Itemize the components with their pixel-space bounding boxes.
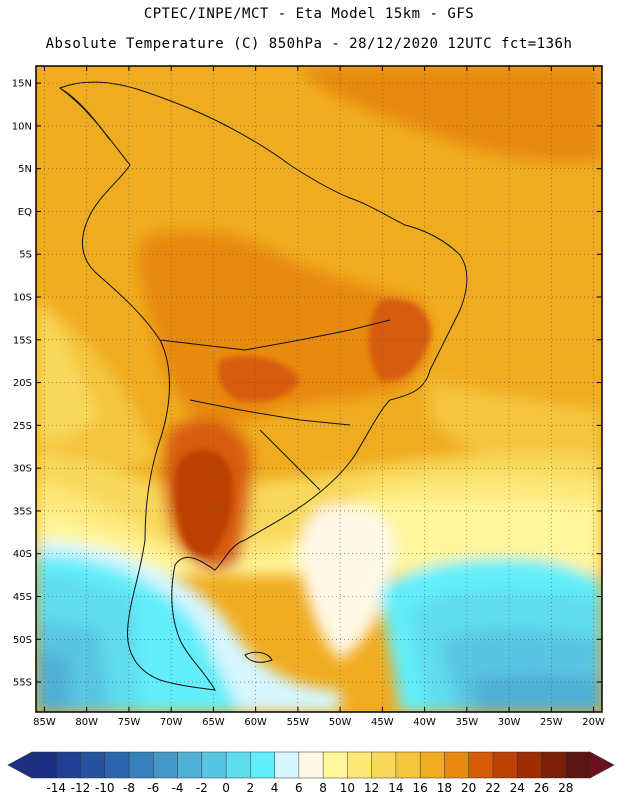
lat-tick-label: 15S <box>13 335 32 346</box>
colorbar-label: 18 <box>437 781 452 795</box>
field-zone-24-core <box>174 449 233 556</box>
lat-tick-label: 10S <box>13 293 32 304</box>
colorbar-label: -8 <box>123 781 135 795</box>
lon-tick-label: 75W <box>118 717 141 728</box>
colorbar-swatch <box>395 751 421 779</box>
colorbar-swatch <box>128 751 154 779</box>
colorbar: -14 -12 -10 -8 -6 -4 -2 0 2 4 6 8 10 12 14 16 18 20 22 24 26… <box>7 751 615 795</box>
field-zone-m2-se <box>470 673 602 712</box>
lat-tick-label: 5N <box>18 164 32 175</box>
colorbar-swatch <box>444 751 470 779</box>
colorbar-swatch <box>153 751 179 779</box>
lat-tick-label: 5S <box>19 250 32 261</box>
lon-tick-label: 45W <box>371 717 394 728</box>
lon-tick-label: 20W <box>582 717 605 728</box>
lon-tick-label: 65W <box>202 717 225 728</box>
map-title-line2: Absolute Temperature (C) 850hPa - 28/12/… <box>45 36 573 52</box>
lat-tick-label: 35S <box>13 506 32 517</box>
colorbar-label: 12 <box>364 781 379 795</box>
lat-tick-label: 50S <box>13 635 32 646</box>
colorbar-swatch <box>468 751 494 779</box>
colorbar-swatch <box>322 751 349 779</box>
colorbar-label: 24 <box>510 781 525 795</box>
colorbar-swatch <box>347 751 373 779</box>
south-america-outline <box>58 81 468 691</box>
colorbar-label: 8 <box>319 781 327 795</box>
colorbar-label: 26 <box>534 781 549 795</box>
lat-tick-label: 55S <box>13 678 32 689</box>
colorbar-label: 10 <box>340 781 355 795</box>
border-south <box>259 429 321 491</box>
lon-tick-label: 25W <box>540 717 563 728</box>
colorbar-swatch <box>225 751 251 779</box>
field-zone-20-land <box>138 229 431 425</box>
colorbar-swatch <box>104 751 130 779</box>
colorbar-over-arrow <box>589 751 615 779</box>
lon-tick-label: 70W <box>160 717 183 728</box>
lon-tick-label: 60W <box>244 717 267 728</box>
colorbar-label: -10 <box>95 781 115 795</box>
field-zone-16-atlantic <box>430 380 602 470</box>
field-zone-m2-sw <box>36 650 70 712</box>
colorbar-swatch <box>541 751 567 779</box>
lon-tick-label: 80W <box>75 717 98 728</box>
colorbar-swatch <box>201 751 227 779</box>
map-title-line1: CPTEC/INPE/MCT - Eta Model 15km - GFS <box>143 6 475 22</box>
colorbar-swatch <box>80 751 106 779</box>
field-zone-14-pacific <box>36 300 100 440</box>
colorbar-under-arrow <box>7 751 33 779</box>
falklands-outline <box>244 651 273 663</box>
field-zone-20-atlantic <box>300 66 602 163</box>
colorbar-label: -4 <box>172 781 184 795</box>
central-america-outline <box>59 87 111 141</box>
colorbar-label: -6 <box>147 781 159 795</box>
colorbar-label: 2 <box>247 781 255 795</box>
lat-tick-label: 15N <box>12 79 32 90</box>
colorbar-swatch <box>371 751 397 779</box>
lon-tick-label: 35W <box>456 717 479 728</box>
colorbar-swatch <box>31 751 57 779</box>
field-zone-22-chaco <box>218 356 300 402</box>
lat-tick-label: 20S <box>13 378 32 389</box>
colorbar-swatch <box>565 751 591 779</box>
axis-ticks: 15N 10N 5N EQ 5S 10S 15S 20S 25S 30S 35S 40S 45S 50S 5… <box>12 66 605 728</box>
lon-tick-label: 40W <box>413 717 436 728</box>
lon-tick-label: 85W <box>33 717 56 728</box>
border-center <box>189 399 351 426</box>
colorbar-label: -2 <box>196 781 208 795</box>
temperature-field <box>36 66 602 712</box>
colorbar-swatch <box>250 751 276 779</box>
colorbar-swatch <box>298 751 324 779</box>
map-frame <box>35 65 603 713</box>
lat-tick-label: 30S <box>13 464 32 475</box>
colorbar-label: 22 <box>485 781 500 795</box>
lat-tick-label: 40S <box>13 549 32 560</box>
colorbar-label: 4 <box>271 781 279 795</box>
colorbar-label: 28 <box>558 781 573 795</box>
lat-tick-label: 10N <box>12 121 32 132</box>
colorbar-label: 16 <box>413 781 428 795</box>
field-zone-8-plume <box>300 505 396 660</box>
lon-tick-label: 30W <box>498 717 521 728</box>
colorbar-swatch <box>516 751 543 779</box>
field-zone-22-brazil <box>368 299 431 381</box>
colorbar-swatch <box>274 751 300 779</box>
colorbar-label: 0 <box>222 781 230 795</box>
colorbar-swatch <box>492 751 518 779</box>
colorbar-swatch <box>56 751 82 779</box>
colorbar-label: 14 <box>388 781 403 795</box>
colorbar-swatch <box>419 751 446 779</box>
lon-tick-label: 50W <box>329 717 352 728</box>
colorbar-label: 20 <box>461 781 476 795</box>
colorbar-label: -12 <box>71 781 91 795</box>
lon-tick-label: 55W <box>287 717 310 728</box>
lat-tick-label: 25S <box>13 421 32 432</box>
colorbar-label: -14 <box>46 781 66 795</box>
colorbar-swatch <box>177 751 203 779</box>
colorbar-label: 6 <box>295 781 303 795</box>
lat-tick-label: 45S <box>13 592 32 603</box>
lat-tick-label: EQ <box>18 207 32 218</box>
